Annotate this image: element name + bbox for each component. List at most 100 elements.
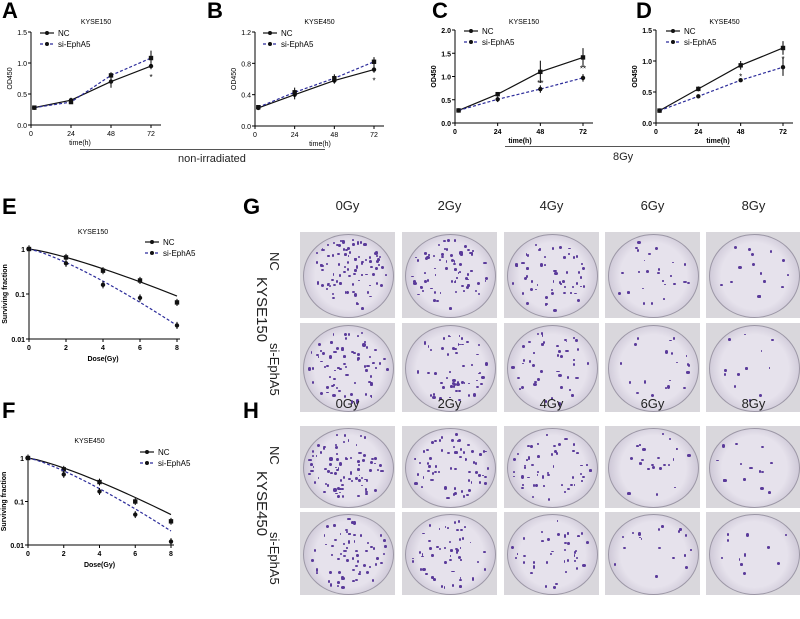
- colony-dot: [575, 452, 579, 454]
- culture-plate: [507, 428, 598, 508]
- colony-dot: [457, 556, 462, 560]
- colony-dot: [360, 484, 364, 487]
- colony-dish-image: [605, 426, 700, 508]
- significance-mark: **: [580, 64, 586, 73]
- colony-dot: [353, 521, 356, 525]
- colony-dot: [382, 539, 386, 542]
- colony-dot: [311, 366, 314, 370]
- x-tick-label: 8: [169, 551, 173, 558]
- colony-dot: [442, 386, 445, 389]
- colony-dot: [369, 256, 372, 260]
- colony-dot: [337, 585, 340, 588]
- y-axis-label: OD450: [431, 65, 438, 87]
- colony-dot: [743, 333, 747, 336]
- colony-dot: [559, 283, 562, 285]
- colony-dot: [360, 476, 364, 479]
- colony-dot: [374, 266, 378, 270]
- colony-dot: [657, 527, 660, 531]
- colony-dot: [344, 290, 347, 294]
- colony-dot: [315, 261, 319, 265]
- colony-dot: [528, 456, 531, 460]
- colony-dot: [475, 353, 480, 356]
- colony-dot: [365, 393, 368, 396]
- colony-dot: [351, 520, 354, 524]
- colony-dot: [363, 478, 367, 481]
- colony-dot: [522, 560, 526, 565]
- colony-dot: [434, 274, 437, 277]
- colony-dot: [559, 281, 561, 285]
- y-tick-label: 0.0: [17, 123, 27, 130]
- colony-dot: [360, 331, 364, 335]
- colony-dot: [668, 379, 672, 382]
- colony-dot: [738, 265, 742, 269]
- colony-dot: [675, 447, 678, 450]
- dose-label-0gy: 0Gy: [335, 198, 360, 213]
- colony-dot: [339, 462, 343, 466]
- colony-dot: [447, 334, 450, 337]
- colony-dot: [656, 492, 659, 496]
- colony-dot: [339, 532, 342, 536]
- dose-label-6gy: 6Gy: [640, 396, 665, 411]
- colony-dot: [347, 274, 351, 277]
- colony-dot: [743, 553, 746, 557]
- series-line-si-epha5: [34, 57, 152, 109]
- colony-dot: [467, 479, 470, 482]
- colony-dot: [432, 298, 436, 302]
- colony-dot: [771, 338, 774, 341]
- colony-dot: [343, 266, 347, 269]
- colony-dot: [342, 247, 345, 251]
- colony-dot: [438, 470, 440, 474]
- colony-dot: [655, 574, 658, 578]
- colony-dot: [553, 269, 557, 273]
- colony-dot: [470, 252, 474, 256]
- y-tick-label: 0.4: [241, 93, 251, 100]
- colony-dot: [743, 478, 746, 481]
- colony-dot: [343, 394, 346, 398]
- x-axis-label: time(h): [69, 140, 91, 147]
- colony-dot: [344, 529, 348, 531]
- x-tick-label: 72: [779, 129, 787, 136]
- colony-dot: [356, 265, 359, 269]
- colony-dot: [373, 488, 377, 492]
- x-tick-label: 72: [370, 132, 378, 139]
- y-tick-label: 1.0: [642, 59, 652, 66]
- colony-dot: [358, 464, 360, 467]
- colony-dot: [760, 349, 763, 353]
- colony-dot: [536, 284, 539, 287]
- dose-label-6gy: 6Gy: [640, 198, 665, 213]
- group-label-8gy: 8Gy: [613, 151, 634, 163]
- colony-dot: [757, 295, 761, 299]
- x-tick-label: 24: [67, 131, 75, 138]
- colony-dot: [327, 254, 330, 258]
- colony-dish-image: [504, 232, 599, 318]
- colony-dot: [453, 492, 457, 496]
- colony-dot: [316, 281, 319, 285]
- colony-dot: [470, 480, 473, 484]
- colony-dot: [420, 567, 423, 571]
- colony-dot: [315, 571, 319, 574]
- colony-dot: [339, 281, 342, 286]
- colony-dot: [641, 287, 645, 290]
- colony-dot: [368, 260, 373, 264]
- colony-dot: [451, 570, 455, 573]
- data-point: [68, 99, 74, 105]
- colony-dot: [427, 344, 430, 349]
- colony-dot: [533, 382, 537, 386]
- colony-dot: [413, 281, 417, 285]
- colony-dot: [338, 491, 342, 494]
- colony-dot: [780, 285, 785, 288]
- colony-dot: [550, 550, 555, 553]
- colony-dot: [521, 261, 525, 264]
- colony-dot: [439, 547, 442, 551]
- colony-dot: [743, 572, 747, 576]
- colony-dot: [378, 264, 380, 266]
- colony-dot: [551, 288, 554, 291]
- colony-dot: [769, 250, 772, 253]
- colony-dot: [539, 247, 541, 250]
- legend-marker: [145, 461, 149, 465]
- legend-marker: [150, 240, 154, 244]
- colony-dot: [527, 253, 529, 257]
- colony-dot: [456, 276, 459, 280]
- colony-dot: [729, 280, 733, 284]
- colony-dot: [552, 445, 556, 448]
